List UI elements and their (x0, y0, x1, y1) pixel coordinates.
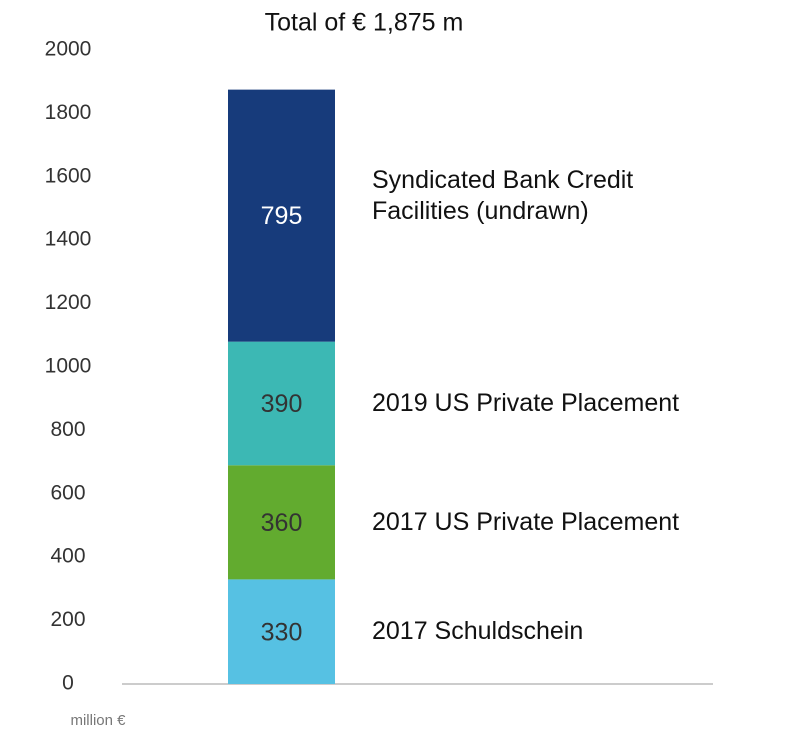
bar-segment (228, 579, 335, 684)
value-label: 360 (261, 509, 303, 537)
y-axis-label: million € (70, 712, 126, 729)
series-label: 2017 US Private Placement (372, 507, 680, 536)
bar-segment (228, 89, 335, 342)
y-tick-label: 600 (50, 481, 85, 504)
y-tick-label: 1600 (45, 164, 92, 187)
y-tick-label: 1400 (45, 228, 92, 251)
value-label: 330 (261, 618, 303, 646)
value-label: 795 (261, 202, 303, 230)
y-tick-label: 2000 (45, 38, 92, 61)
y-tick-label: 800 (50, 418, 85, 441)
chart-title: Total of € 1,875 m (265, 9, 464, 37)
series-label: 2019 US Private Placement (372, 388, 680, 417)
y-tick-label: 1800 (45, 101, 92, 124)
value-label: 390 (261, 390, 303, 418)
y-tick-label: 400 (50, 545, 85, 568)
y-tick-label: 1000 (45, 355, 92, 378)
y-tick-label: 1200 (45, 291, 92, 314)
y-tick-label: 200 (50, 608, 85, 631)
y-tick-label: 0 (62, 672, 74, 695)
series-label: 2017 Schuldschein (372, 617, 584, 646)
series-label: Syndicated Bank Credit Facilities (undra… (372, 165, 634, 225)
bar-segment (228, 341, 335, 466)
bar-segment (228, 465, 335, 580)
